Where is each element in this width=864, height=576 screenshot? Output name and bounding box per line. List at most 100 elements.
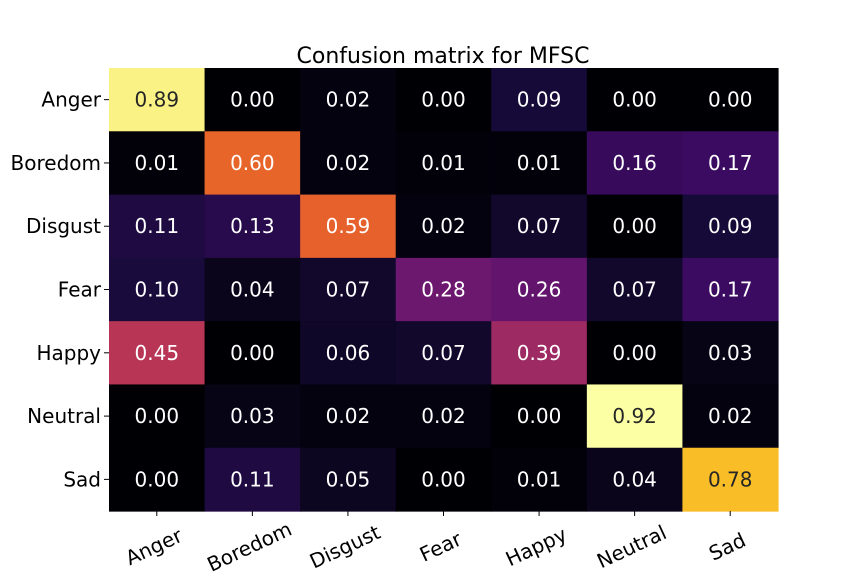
cell-value-label: 0.07 <box>517 214 562 238</box>
heatmap-cell <box>204 321 301 386</box>
cell-value-label: 0.00 <box>135 467 180 491</box>
heatmap-cell <box>586 257 684 322</box>
cell-value-label: 0.16 <box>612 151 657 175</box>
heatmap-cell <box>109 194 206 259</box>
heatmap-cell <box>109 131 206 196</box>
cell-value-label: 0.07 <box>326 278 371 302</box>
cell-value-label: 0.01 <box>517 467 562 491</box>
heatmap-cell <box>491 131 588 196</box>
cell-value-label: 0.00 <box>612 88 657 112</box>
heatmap-cells: 0.89 0.00 0.02 0.00 0.09 0.00 0.00 0.01 0.60 0.02… <box>109 68 779 512</box>
heatmap-cell <box>300 257 397 322</box>
heatmap-cell <box>586 131 684 196</box>
cell-value-label: 0.03 <box>230 404 275 428</box>
cell-value-label: 0.02 <box>421 404 466 428</box>
heatmap-cell <box>395 68 492 132</box>
cell-value-label: 0.04 <box>230 278 275 302</box>
cell-value-label: 0.11 <box>230 467 275 491</box>
chart-title: Confusion matrix for MFSC <box>297 44 590 69</box>
heatmap-cell <box>682 257 779 322</box>
x-tick-label: Neutral <box>593 520 670 573</box>
heatmap-cell <box>109 384 206 449</box>
cell-value-label: 0.00 <box>612 341 657 365</box>
cell-value-label: 0.00 <box>517 404 562 428</box>
heatmap-cell <box>491 194 588 259</box>
y-tick-label: Sad <box>63 467 101 491</box>
heatmap-cell <box>204 68 301 132</box>
cell-value-label: 0.26 <box>517 278 562 302</box>
cell-value-label: 0.00 <box>230 88 275 112</box>
heatmap-cell <box>204 384 301 449</box>
heatmap-cell <box>300 447 397 512</box>
cell-value-label: 0.28 <box>421 278 466 302</box>
x-axis: Anger Boredom Disgust Fear Happy Neutral Sad <box>122 511 749 576</box>
heatmap-cell <box>586 194 684 259</box>
heatmap-cell <box>204 447 301 512</box>
cell-value-label: 0.03 <box>708 341 753 365</box>
x-tick-label: Sad <box>705 528 749 566</box>
heatmap-cell <box>586 384 684 449</box>
y-tick-label: Neutral <box>27 404 101 428</box>
heatmap-cell <box>395 131 492 196</box>
cell-value-label: 0.02 <box>421 214 466 238</box>
heatmap-cell <box>204 194 301 259</box>
cell-value-label: 0.00 <box>708 88 753 112</box>
cell-value-label: 0.59 <box>326 214 371 238</box>
heatmap-cell <box>586 321 684 386</box>
cell-value-label: 0.39 <box>517 341 562 365</box>
cell-value-label: 0.45 <box>135 341 180 365</box>
cell-value-label: 0.89 <box>135 88 180 112</box>
y-tick-label: Boredom <box>11 151 101 175</box>
x-tick-label: Boredom <box>203 517 295 576</box>
heatmap-cell <box>395 384 492 449</box>
cell-value-label: 0.09 <box>517 88 562 112</box>
cell-value-label: 0.00 <box>421 88 466 112</box>
cell-value-label: 0.02 <box>326 88 371 112</box>
heatmap-cell <box>300 131 397 196</box>
cell-value-label: 0.13 <box>230 214 275 238</box>
y-axis: Anger Boredom Disgust Fear Happy Neutral Sad <box>11 88 109 491</box>
cell-value-label: 0.00 <box>135 404 180 428</box>
heatmap-cell <box>109 447 206 512</box>
cell-value-label: 0.01 <box>517 151 562 175</box>
heatmap-cell <box>491 321 588 386</box>
heatmap-cell <box>395 257 492 322</box>
heatmap-cell <box>109 257 206 322</box>
cell-value-label: 0.02 <box>708 404 753 428</box>
cell-value-label: 0.17 <box>708 278 753 302</box>
heatmap-cell <box>395 447 492 512</box>
heatmap-cell <box>109 68 206 132</box>
cell-value-label: 0.17 <box>708 151 753 175</box>
y-tick-label: Anger <box>41 88 101 112</box>
heatmap-cell <box>586 447 684 512</box>
heatmap-cell <box>682 194 779 259</box>
heatmap-cell <box>682 68 779 132</box>
cell-value-label: 0.60 <box>230 151 275 175</box>
cell-value-label: 0.00 <box>421 467 466 491</box>
cell-value-label: 0.05 <box>326 467 371 491</box>
heatmap-cell <box>395 194 492 259</box>
cell-value-label: 0.04 <box>612 467 657 491</box>
heatmap-cell <box>300 68 397 132</box>
x-tick-label: Anger <box>122 523 187 570</box>
heatmap-cell <box>395 321 492 386</box>
heatmap-cell <box>491 68 588 132</box>
x-tick-label: Fear <box>416 526 466 566</box>
heatmap-cell <box>204 131 301 196</box>
cell-value-label: 0.78 <box>708 467 753 491</box>
cell-value-label: 0.07 <box>612 278 657 302</box>
heatmap-cell <box>491 384 588 449</box>
x-tick-label: Happy <box>502 522 571 571</box>
cell-value-label: 0.11 <box>135 214 180 238</box>
heatmap-cell <box>300 194 397 259</box>
cell-value-label: 0.01 <box>421 151 466 175</box>
cell-value-label: 0.10 <box>135 278 180 302</box>
cell-value-label: 0.07 <box>421 341 466 365</box>
heatmap-cell <box>491 447 588 512</box>
cell-value-label: 0.09 <box>708 214 753 238</box>
y-tick-label: Disgust <box>26 214 101 238</box>
y-tick-label: Fear <box>58 278 102 302</box>
heatmap-cell <box>682 447 779 512</box>
heatmap-cell <box>491 257 588 322</box>
